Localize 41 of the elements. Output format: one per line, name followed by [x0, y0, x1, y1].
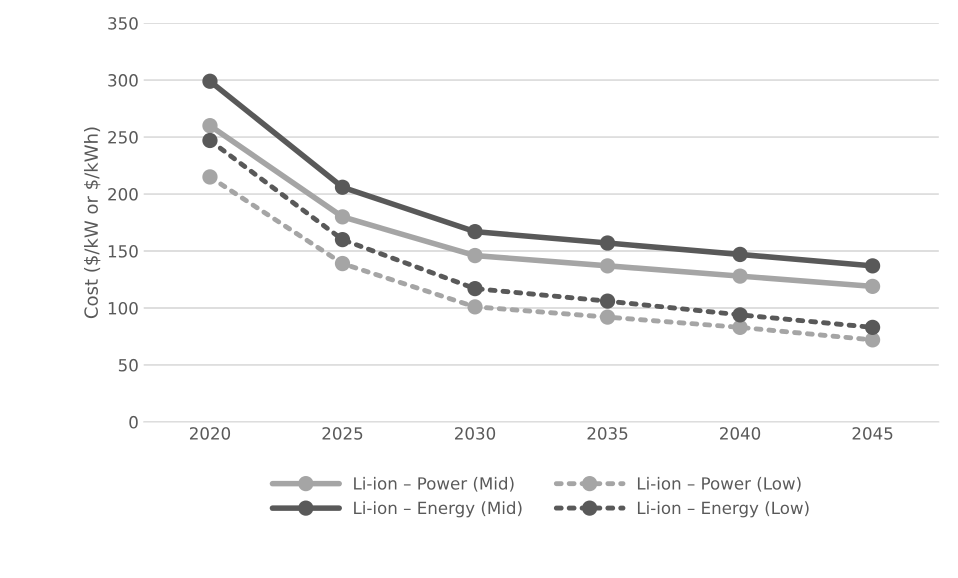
point — [202, 169, 218, 185]
point — [732, 268, 748, 284]
point — [864, 278, 880, 294]
y-tick-label: 150 — [108, 244, 138, 258]
x-tick-label: 2045 — [852, 427, 892, 440]
point — [334, 209, 350, 224]
point — [334, 256, 350, 272]
y-tick-label: 250 — [108, 131, 138, 144]
x-tick-label: 2040 — [720, 427, 760, 440]
y-tick-label: 0 — [129, 416, 138, 429]
point — [202, 74, 218, 89]
legend-label: Li-ion – Energy (Low) — [638, 501, 809, 518]
y-tick-label: 300 — [108, 74, 138, 87]
point — [202, 132, 218, 148]
y-axis-title: Cost ($/kW or $/kWh) — [84, 128, 100, 318]
legend-label: Li-ion – Power (Low) — [638, 476, 801, 492]
point — [732, 246, 748, 262]
point — [334, 180, 350, 195]
point — [467, 299, 483, 314]
point — [600, 258, 616, 274]
point — [467, 280, 483, 296]
point — [864, 258, 880, 274]
x-tick-label: 2025 — [322, 427, 362, 440]
y-tick-label: 100 — [108, 302, 138, 315]
point — [732, 307, 748, 322]
x-tick-label: 2030 — [455, 427, 496, 440]
x-tick-label: 2035 — [588, 427, 628, 440]
legend-label: Li-ion – Energy (Mid) — [354, 501, 522, 518]
point — [600, 235, 616, 251]
y-tick-label: 200 — [108, 188, 138, 201]
point — [334, 232, 350, 248]
point — [467, 248, 483, 264]
legend-label: Li-ion – Power (Mid) — [354, 476, 514, 492]
point — [864, 320, 880, 335]
y-tick-label: 50 — [118, 358, 138, 372]
y-tick-label: 350 — [108, 17, 138, 30]
x-tick-label: 2020 — [190, 427, 230, 440]
point — [600, 294, 616, 309]
point — [600, 309, 616, 325]
point — [202, 118, 218, 134]
point — [467, 224, 483, 240]
